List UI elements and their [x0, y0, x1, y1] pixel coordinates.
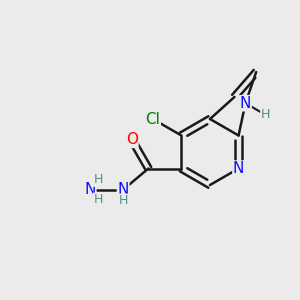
Text: H: H	[94, 193, 103, 206]
Text: N: N	[240, 96, 251, 111]
Text: N: N	[233, 161, 244, 176]
Text: H: H	[118, 194, 128, 207]
Text: N: N	[118, 182, 129, 197]
Text: H: H	[94, 173, 103, 186]
Text: O: O	[126, 132, 138, 147]
Text: H: H	[261, 108, 270, 121]
Text: Cl: Cl	[146, 112, 160, 127]
Text: N: N	[85, 182, 96, 197]
